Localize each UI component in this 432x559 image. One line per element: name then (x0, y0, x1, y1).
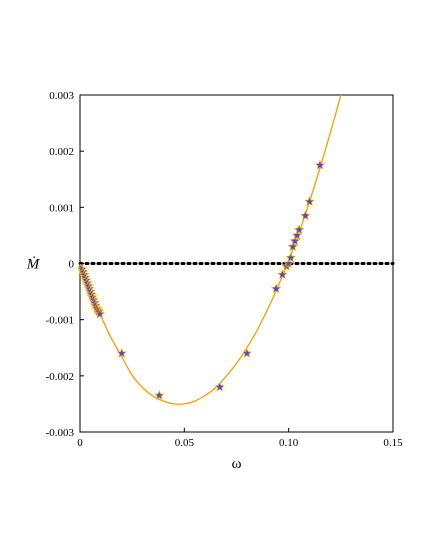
star-point (293, 224, 305, 235)
star-point (300, 210, 311, 221)
x-tick-label: 0 (77, 437, 83, 449)
star-point (287, 241, 299, 252)
star-point (277, 269, 288, 280)
star-point (214, 381, 226, 392)
star-point (283, 258, 294, 268)
y-tick-label: 0.003 (49, 90, 74, 102)
star-point (116, 347, 127, 358)
star-point (241, 347, 253, 358)
y-tick-label: -0.003 (46, 427, 75, 439)
y-tick-label: 0 (69, 259, 75, 271)
x-tick-label: 0.10 (279, 437, 299, 449)
star-point (270, 283, 282, 294)
y-tick-label: 0.002 (49, 146, 74, 158)
x-tick-label: 0.15 (383, 437, 403, 449)
y-axis-title: Ṁ (26, 257, 41, 273)
star-point (285, 252, 296, 263)
star-point (291, 229, 303, 240)
y-tick-label: 0.001 (49, 202, 74, 214)
star-point (289, 235, 301, 246)
star-point (304, 196, 315, 207)
x-axis-title: ω (232, 456, 242, 472)
star-point (94, 308, 106, 319)
data-points (76, 159, 326, 400)
y-tick-label: -0.001 (46, 315, 74, 327)
axis-ticks: 0 0.05 0.10 0.15 0.003 0.002 0.001 0 -0.001 -0.00… (46, 90, 404, 449)
star-point (314, 159, 326, 170)
star-point (154, 389, 165, 400)
curve-line (79, 94, 342, 405)
x-tick-label: 0.05 (175, 437, 195, 449)
fitted-curve (79, 94, 342, 405)
y-tick-label: -0.002 (46, 371, 74, 383)
